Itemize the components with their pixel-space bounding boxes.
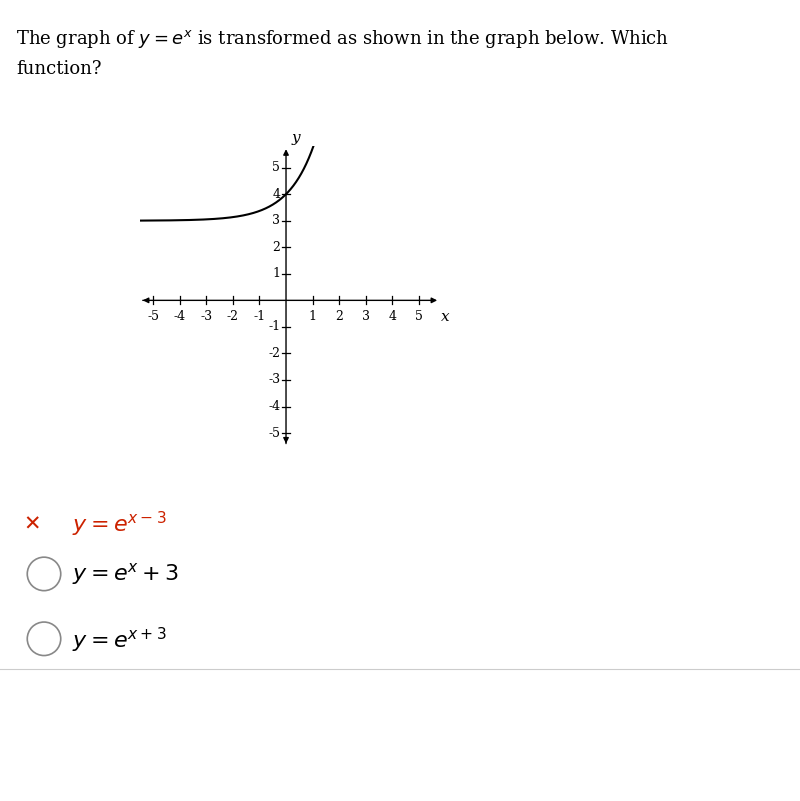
Text: ✕: ✕ xyxy=(23,515,41,534)
Text: 3: 3 xyxy=(362,311,370,324)
Text: 4: 4 xyxy=(272,187,280,201)
Text: 5: 5 xyxy=(272,161,280,174)
Text: -2: -2 xyxy=(268,347,280,360)
Text: Next Activity  ▶: Next Activity ▶ xyxy=(596,772,704,786)
Text: -1: -1 xyxy=(254,311,266,324)
Text: The graph of $\mathit{y} = e^x$ is transformed as shown in the graph below. Whic: The graph of $\mathit{y} = e^x$ is trans… xyxy=(16,28,669,50)
Text: x: x xyxy=(442,311,450,324)
Text: -4: -4 xyxy=(268,400,280,413)
Text: 4: 4 xyxy=(388,311,396,324)
Text: $y = e^{x-3}$: $y = e^{x-3}$ xyxy=(72,510,166,539)
Text: 2: 2 xyxy=(272,241,280,254)
Text: ◀  Previous Activity: ◀ Previous Activity xyxy=(96,772,230,786)
Text: -3: -3 xyxy=(200,311,213,324)
Text: -2: -2 xyxy=(227,311,239,324)
Text: 1: 1 xyxy=(309,311,317,324)
Text: 1: 1 xyxy=(272,268,280,280)
Text: -3: -3 xyxy=(268,373,280,387)
Text: -1: -1 xyxy=(268,320,280,333)
Text: -4: -4 xyxy=(174,311,186,324)
Text: $y = e^{x} + 3$: $y = e^{x} + 3$ xyxy=(72,562,179,587)
Text: -5: -5 xyxy=(268,427,280,440)
Text: 3: 3 xyxy=(272,214,280,227)
Text: y: y xyxy=(291,131,300,145)
Text: -5: -5 xyxy=(147,311,159,324)
Text: $y = e^{x+3}$: $y = e^{x+3}$ xyxy=(72,626,166,655)
Text: 2: 2 xyxy=(335,311,343,324)
Text: function?: function? xyxy=(16,60,102,78)
Text: 5: 5 xyxy=(415,311,422,324)
